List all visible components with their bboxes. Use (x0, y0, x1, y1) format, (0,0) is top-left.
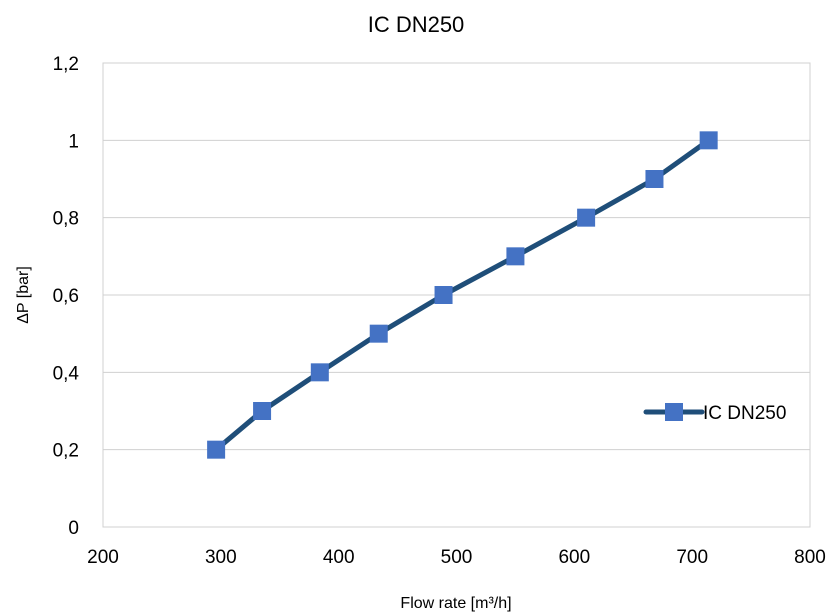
data-point-marker (207, 440, 226, 459)
data-point-marker (369, 324, 388, 343)
x-tick-label: 600 (558, 547, 590, 568)
data-point-marker (310, 363, 329, 382)
y-tick-label: 0,2 (53, 441, 79, 462)
x-axis-label: Flow rate [m³/h] (400, 595, 511, 612)
x-tick-label: 700 (676, 547, 708, 568)
y-tick-label: 0 (68, 518, 79, 539)
y-axis-label: ΔP [bar] (15, 266, 32, 324)
data-point-marker (253, 402, 272, 420)
x-tick-label: 500 (441, 547, 473, 568)
data-point-marker (645, 170, 664, 188)
x-tick-label: 200 (87, 547, 119, 568)
data-point-marker (577, 208, 596, 227)
y-tick-labels: 0 0,2 0,4 0,6 0,8 1 1,2 (53, 54, 80, 539)
x-tick-labels: 200 300 400 500 600 700 800 (87, 547, 826, 568)
x-tick-label: 300 (205, 547, 237, 568)
legend-marker-swatch (665, 403, 683, 421)
y-tick-label: 1,2 (53, 54, 79, 75)
x-tick-label: 800 (794, 547, 826, 568)
y-tick-label: 1 (68, 131, 79, 152)
y-tick-label: 0,6 (53, 286, 79, 307)
data-point-marker (434, 286, 453, 304)
data-point-marker (506, 247, 525, 266)
data-point-marker (699, 131, 718, 150)
legend-label: IC DN250 (703, 403, 786, 424)
series-group (207, 131, 718, 459)
x-tick-label: 400 (323, 547, 355, 568)
legend: IC DN250 (643, 403, 786, 424)
chart-title: IC DN250 (368, 12, 465, 37)
y-tick-label: 0,8 (53, 209, 79, 230)
y-tick-label: 0,4 (53, 363, 80, 384)
